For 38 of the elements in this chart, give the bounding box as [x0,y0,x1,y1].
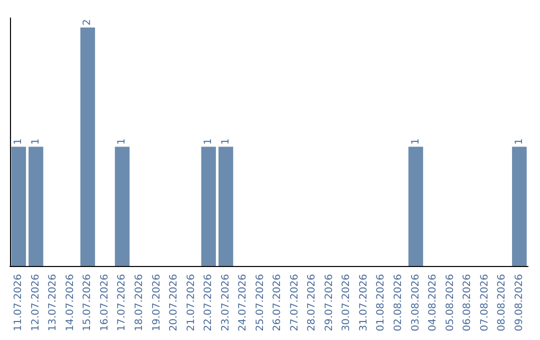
x-tick-label: 18.07.2026 [134,274,145,332]
x-tick-label: 11.07.2026 [13,274,24,332]
x-tick-label: 28.07.2026 [306,274,318,332]
x-tick-label: 12.07.2026 [30,274,42,332]
x-tick-label: 31.07.2026 [358,274,370,332]
x-tick-label: 02.08.2026 [393,274,404,332]
x-tick-label: 09.08.2026 [514,274,525,332]
x-tick-label: 26.07.2026 [272,274,284,332]
data-label: 1 [410,138,422,145]
x-tick-label: 20.07.2026 [168,274,180,332]
x-tick-label: 15.07.2026 [82,274,94,332]
x-tick-label: 22.07.2026 [203,274,214,332]
data-label: 1 [30,138,42,145]
x-tick-label: 03.08.2026 [410,274,422,332]
x-tick-label: 19.07.2026 [151,274,162,332]
data-label: 1 [203,138,214,145]
x-tick-label: 17.07.2026 [116,274,128,332]
x-tick-label: 21.07.2026 [186,274,197,332]
x-tick-label: 16.07.2026 [99,274,110,332]
data-label: 1 [220,138,232,145]
x-tick-label: 23.07.2026 [220,274,232,332]
x-tick-label: 05.08.2026 [444,274,456,332]
x-tick-label: 06.08.2026 [462,274,474,332]
data-label: 1 [514,138,525,145]
x-tick-label: 30.07.2026 [341,274,352,332]
x-tick-label: 13.07.2026 [48,274,59,332]
x-tick-label: 25.07.2026 [254,274,266,332]
x-tick-label: 04.08.2026 [428,274,439,332]
x-tick-label: 01.08.2026 [376,274,387,332]
x-tick-label: 14.07.2026 [64,274,76,332]
data-label: 2 [82,19,94,26]
x-tick-label: 08.08.2026 [496,274,508,332]
x-tick-label: 29.07.2026 [324,274,335,332]
x-tick-label: 27.07.2026 [289,274,300,332]
x-tick-label: 07.08.2026 [479,274,490,332]
data-label: 1 [13,138,24,145]
x-tick-label: 24.07.2026 [238,274,249,332]
data-label: 1 [116,138,128,145]
